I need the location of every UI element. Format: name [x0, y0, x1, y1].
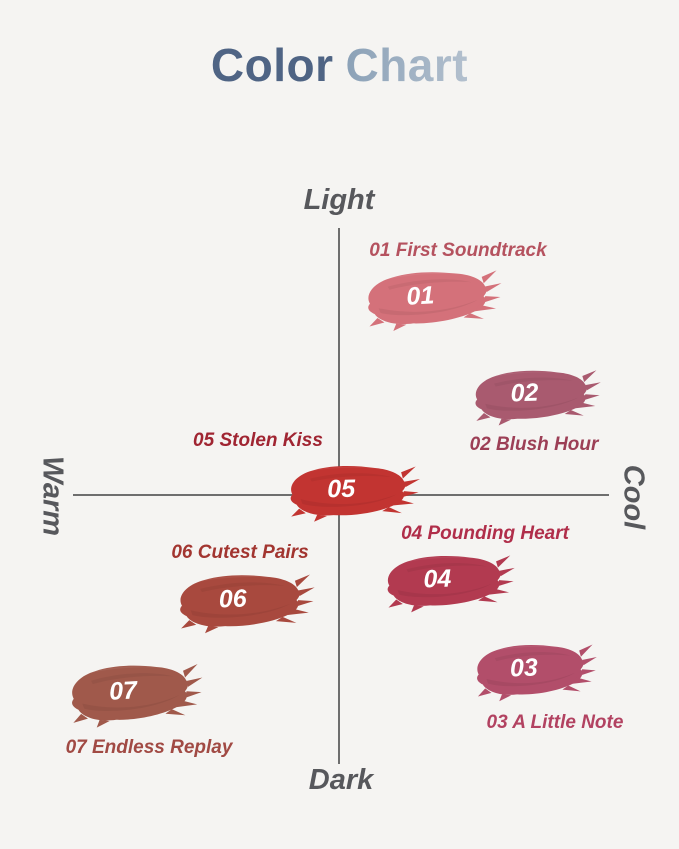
page-title: Color Chart	[0, 38, 679, 92]
title-word-color: Color	[210, 39, 334, 91]
swatch-label-06: 06 Cutest Pairs	[171, 542, 309, 563]
title-word-chart: Chart	[345, 39, 469, 91]
swatch-number-04: 04	[422, 564, 452, 594]
swatch-label-01: 01 First Soundtrack	[369, 240, 547, 261]
swatch-05: 05	[281, 459, 421, 525]
swatch-number-07: 07	[108, 675, 138, 706]
swatch-number-05: 05	[327, 474, 356, 504]
swatch-07: 07	[62, 658, 205, 730]
swatch-number-02: 02	[510, 378, 539, 408]
swatch-06: 06	[170, 568, 317, 636]
swatch-label-05: 05 Stolen Kiss	[193, 430, 323, 451]
axis-label-dark: Dark	[308, 764, 374, 796]
swatch-number-06: 06	[218, 584, 248, 614]
swatch-number-01: 01	[405, 281, 435, 311]
swatch-03: 03	[468, 638, 599, 704]
swatch-04: 04	[378, 549, 517, 615]
swatch-label-07: 07 Endless Replay	[65, 737, 233, 758]
axis-label-light: Light	[303, 184, 375, 216]
swatch-label-04: 04 Pounding Heart	[401, 523, 569, 544]
axis-label-cool: Cool	[617, 464, 650, 530]
swatch-number-03: 03	[509, 653, 539, 683]
swatch-label-03: 03 A Little Note	[486, 712, 624, 733]
swatch-02: 02	[466, 364, 603, 428]
swatch-label-02: 02 Blush Hour	[469, 434, 599, 455]
swatch-01: 01	[358, 265, 504, 333]
axis-label-warm: Warm	[36, 455, 69, 537]
